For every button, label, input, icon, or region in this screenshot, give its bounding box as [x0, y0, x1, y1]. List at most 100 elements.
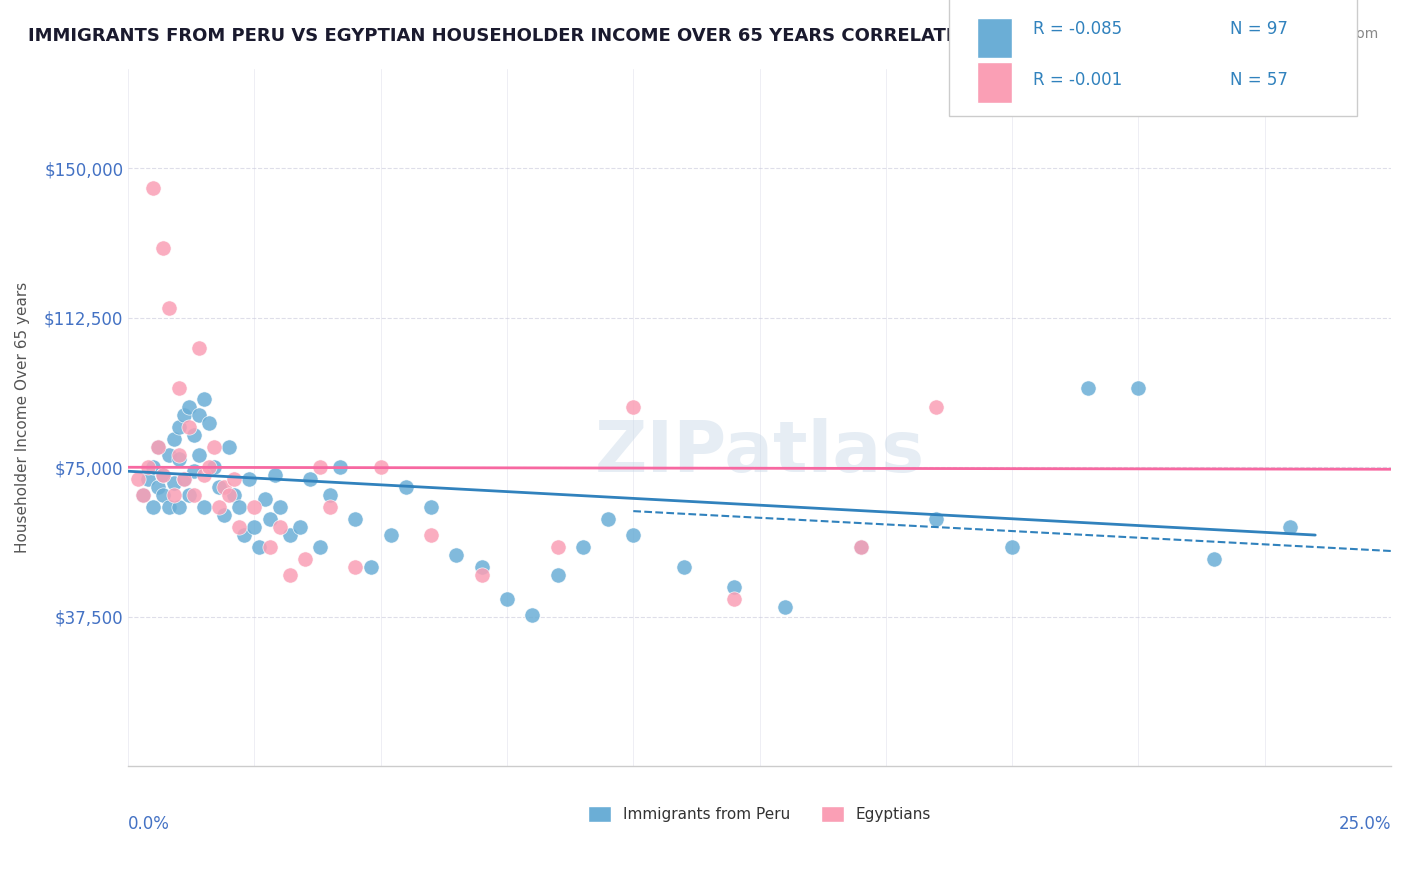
Point	[522, 607, 544, 622]
Point	[1278, 520, 1301, 534]
Point	[157, 500, 180, 515]
Point	[344, 560, 367, 574]
Point	[224, 488, 246, 502]
Point	[177, 420, 200, 434]
Point	[187, 448, 209, 462]
Point	[187, 341, 209, 355]
Y-axis label: Householder Income Over 65 years: Householder Income Over 65 years	[15, 282, 30, 553]
Point	[224, 472, 246, 486]
Text: 25.0%: 25.0%	[1339, 815, 1391, 833]
Text: R = -0.085: R = -0.085	[1033, 20, 1122, 37]
Point	[309, 460, 332, 475]
Point	[278, 568, 301, 582]
Point	[202, 440, 225, 454]
Point	[380, 528, 402, 542]
Point	[167, 448, 190, 462]
Point	[228, 520, 250, 534]
Text: Source: ZipAtlas.com: Source: ZipAtlas.com	[1230, 27, 1378, 41]
Point	[202, 460, 225, 475]
Point	[723, 591, 745, 606]
Point	[136, 460, 159, 475]
Point	[471, 560, 494, 574]
Point	[132, 488, 155, 502]
Point	[173, 472, 195, 486]
Point	[723, 580, 745, 594]
Point	[288, 520, 311, 534]
Point	[269, 500, 291, 515]
Point	[198, 460, 221, 475]
Point	[212, 508, 235, 522]
Point	[571, 540, 593, 554]
Point	[167, 380, 190, 394]
Point	[925, 401, 948, 415]
Point	[148, 480, 170, 494]
Point	[259, 512, 281, 526]
Point	[142, 500, 165, 515]
Point	[547, 568, 569, 582]
Point	[319, 500, 342, 515]
Text: R = -0.001: R = -0.001	[1033, 71, 1122, 89]
Point	[198, 417, 221, 431]
Point	[238, 472, 260, 486]
Point	[208, 500, 231, 515]
Text: ZIPatlas: ZIPatlas	[595, 417, 925, 487]
Point	[309, 540, 332, 554]
Point	[596, 512, 619, 526]
Point	[127, 472, 149, 486]
Point	[193, 468, 215, 483]
Point	[193, 392, 215, 407]
Point	[298, 472, 321, 486]
Point	[167, 500, 190, 515]
Point	[849, 540, 872, 554]
Point	[193, 500, 215, 515]
Point	[263, 468, 285, 483]
Point	[177, 488, 200, 502]
Point	[183, 428, 205, 442]
Point	[183, 488, 205, 502]
Point	[162, 476, 184, 491]
Point	[849, 540, 872, 554]
Point	[218, 440, 240, 454]
Point	[471, 568, 494, 582]
Point	[1204, 552, 1226, 566]
Point	[228, 500, 250, 515]
Point	[1001, 540, 1024, 554]
Point	[162, 488, 184, 502]
Point	[319, 488, 342, 502]
Point	[142, 460, 165, 475]
Point	[1077, 380, 1099, 394]
Text: IMMIGRANTS FROM PERU VS EGYPTIAN HOUSEHOLDER INCOME OVER 65 YEARS CORRELATION CH: IMMIGRANTS FROM PERU VS EGYPTIAN HOUSEHO…	[28, 27, 1057, 45]
Point	[621, 528, 644, 542]
Point	[621, 401, 644, 415]
Point	[773, 599, 796, 614]
Point	[1128, 380, 1150, 394]
Point	[395, 480, 418, 494]
Point	[162, 433, 184, 447]
Point	[370, 460, 392, 475]
Point	[420, 528, 443, 542]
Point	[157, 448, 180, 462]
Point	[212, 480, 235, 494]
Point	[208, 480, 231, 494]
Point	[278, 528, 301, 542]
Point	[496, 591, 519, 606]
Point	[148, 440, 170, 454]
Text: N = 57: N = 57	[1230, 71, 1288, 89]
Point	[360, 560, 382, 574]
Point	[142, 181, 165, 195]
Point	[243, 500, 266, 515]
Text: 0.0%: 0.0%	[128, 815, 170, 833]
Point	[446, 548, 468, 562]
Point	[152, 468, 174, 483]
Point	[157, 301, 180, 315]
Point	[183, 464, 205, 478]
Point	[148, 440, 170, 454]
Point	[152, 488, 174, 502]
Point	[249, 540, 271, 554]
Point	[243, 520, 266, 534]
Point	[547, 540, 569, 554]
Point	[233, 528, 256, 542]
Point	[925, 512, 948, 526]
Point	[132, 488, 155, 502]
Point	[167, 452, 190, 467]
